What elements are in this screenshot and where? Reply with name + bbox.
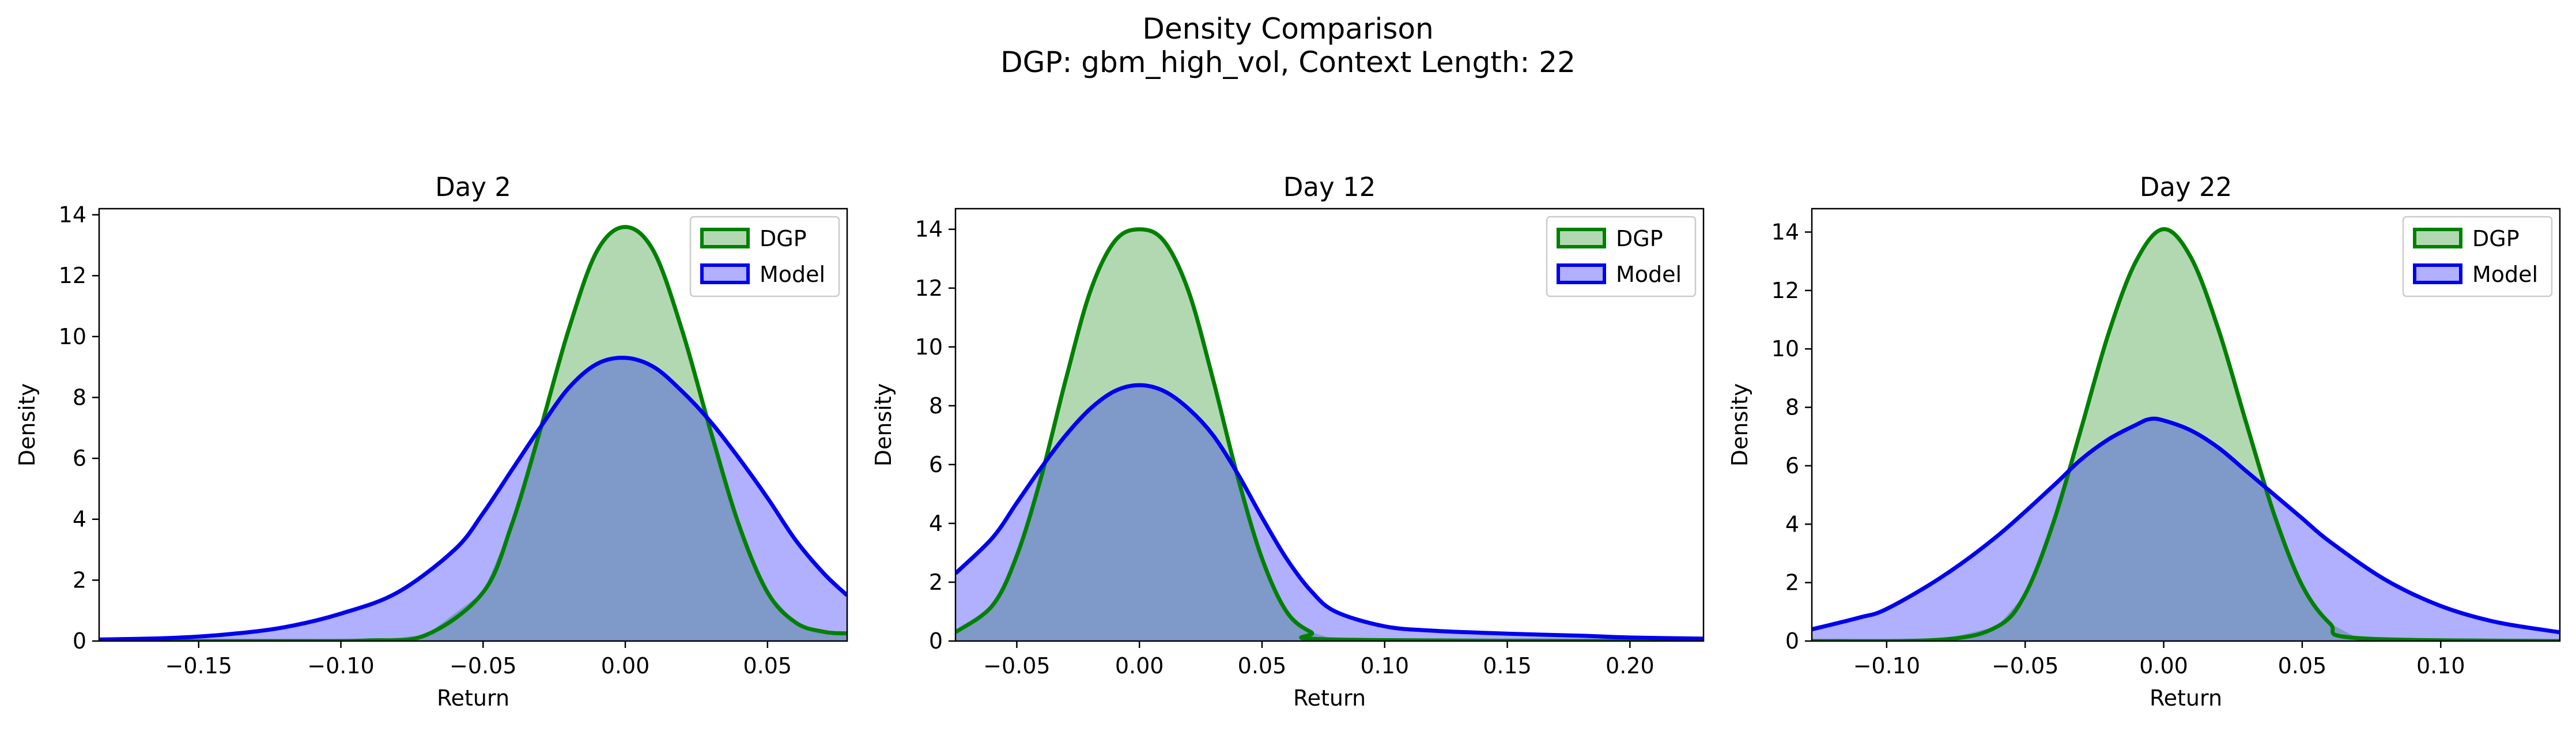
x-axis-label: Return	[1293, 685, 1366, 711]
axes-frame	[98, 208, 848, 642]
x-tick-label: 0.10	[1360, 653, 1409, 679]
legend-swatch-model	[1557, 263, 1606, 284]
plot-area	[1812, 227, 2560, 641]
y-tick-label: 6	[929, 452, 943, 477]
subplot-3: −0.10 −0.05 0.00 0.05 0.10 0 2 4 6 8 10 12 14 Day 22 R…	[1727, 172, 2561, 711]
legend-label: DGP	[760, 226, 807, 251]
legend: DGP Model	[2402, 216, 2553, 297]
legend-label: Model	[1616, 262, 1682, 287]
y-tick-label: 14	[915, 217, 943, 242]
subplot-title: Day 22	[2140, 172, 2232, 202]
model-line	[1812, 416, 2560, 635]
model-line	[99, 356, 847, 641]
legend-label: Model	[760, 262, 825, 287]
legend: DGP Model	[689, 216, 840, 297]
y-tick-label: 0	[1785, 628, 1799, 654]
y-tick-label: 12	[1772, 278, 1799, 303]
x-tick-label: −0.10	[1853, 653, 1920, 679]
y-tick-label: 0	[929, 628, 943, 654]
subplot-title: Day 2	[435, 172, 511, 202]
x-tick-label: −0.05	[1992, 653, 2058, 679]
subplot-1: −0.15 −0.10 −0.05 0.00 0.05 0 2 4 6 8 10 12 14 Day 2 R…	[14, 172, 848, 711]
overlap-area	[1812, 419, 2560, 641]
x-tick-label: 0.00	[1115, 653, 1164, 679]
x-tick-label: 0.15	[1483, 653, 1532, 679]
y-tick-label: 8	[1785, 395, 1799, 420]
y-axis-label: Density	[14, 383, 40, 466]
x-tick-label: 0.05	[743, 653, 792, 679]
y-tick-label: 10	[59, 324, 86, 349]
y-tick-label: 12	[915, 276, 943, 301]
y-tick-label: 2	[73, 567, 86, 593]
legend: DGP Model	[1546, 216, 1697, 297]
legend-swatch-dgp	[700, 228, 750, 248]
legend-swatch-dgp	[1557, 228, 1606, 248]
x-tick-label: 0.05	[2278, 653, 2327, 679]
dgp-line	[99, 225, 847, 641]
x-tick-label: −0.05	[450, 653, 516, 679]
axes-frame	[954, 208, 1705, 642]
legend-label: DGP	[2472, 226, 2520, 251]
y-tick-label: 4	[73, 507, 86, 532]
plot-area	[99, 225, 847, 641]
y-tick-label: 12	[59, 263, 86, 288]
y-tick-label: 4	[1785, 511, 1799, 537]
x-tick-label: 0.10	[2416, 653, 2465, 679]
x-tick-label: 0.00	[601, 653, 650, 679]
x-axis-label: Return	[2150, 685, 2222, 711]
y-tick-label: 14	[1772, 220, 1799, 245]
x-tick-label: −0.10	[307, 653, 374, 679]
y-tick-label: 6	[73, 446, 86, 471]
legend-swatch-model	[2413, 263, 2462, 284]
y-tick-label: 2	[1785, 570, 1799, 595]
y-tick-label: 4	[929, 511, 943, 536]
legend-label: DGP	[1616, 226, 1663, 251]
legend-swatch-dgp	[2413, 228, 2462, 248]
x-tick-label: −0.15	[165, 653, 232, 679]
model-line	[955, 383, 1704, 641]
x-tick-label: 0.00	[2139, 653, 2188, 679]
figure-subtitle: DGP: gbm_high_vol, Context Length: 22	[1000, 46, 1576, 79]
overlap-area	[955, 385, 1704, 641]
y-tick-label: 10	[1772, 336, 1799, 361]
y-axis-label: Density	[1727, 383, 1752, 466]
y-tick-label: 8	[73, 385, 86, 410]
x-tick-label: 0.05	[1238, 653, 1287, 679]
legend-swatch-model	[700, 263, 750, 284]
axes-frame	[1811, 208, 2561, 642]
x-axis-label: Return	[437, 685, 509, 711]
subplot-title: Day 12	[1283, 172, 1376, 202]
dgp-line	[1812, 227, 2560, 641]
y-tick-label: 0	[73, 628, 86, 654]
plot-area	[955, 227, 1704, 641]
figure-title: Density Comparison	[1142, 12, 1434, 46]
subplot-2: −0.05 0.00 0.05 0.10 0.15 0.20 0 2 4 6 8 10 12 14 Day …	[871, 172, 1705, 711]
y-tick-label: 6	[1785, 453, 1799, 478]
dgp-line	[955, 227, 1704, 641]
y-axis-label: Density	[871, 383, 896, 466]
y-tick-label: 8	[929, 393, 943, 419]
x-tick-label: 0.20	[1606, 653, 1655, 679]
x-tick-label: −0.05	[983, 653, 1050, 679]
legend-label: Model	[2472, 262, 2538, 287]
y-tick-label: 2	[929, 570, 943, 595]
y-tick-label: 10	[915, 334, 943, 360]
y-tick-label: 14	[59, 202, 86, 228]
overlap-area	[99, 357, 847, 641]
